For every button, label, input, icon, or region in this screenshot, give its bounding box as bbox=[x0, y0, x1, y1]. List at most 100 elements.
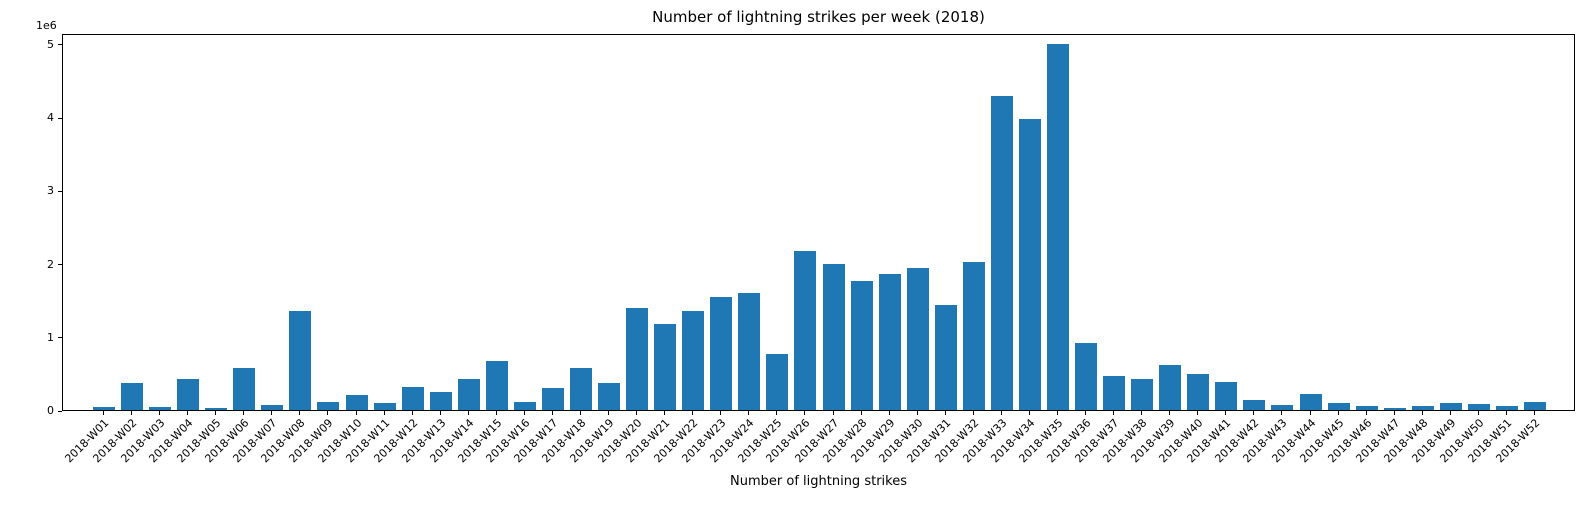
x-tick-mark bbox=[271, 411, 273, 415]
bar bbox=[345, 395, 368, 410]
bar bbox=[850, 281, 873, 410]
x-tick-mark bbox=[748, 411, 750, 415]
y-tick-label: 2 bbox=[47, 257, 54, 271]
bar bbox=[1439, 403, 1462, 410]
x-tick-mark bbox=[580, 411, 581, 415]
bar bbox=[822, 263, 845, 410]
bar bbox=[1103, 376, 1126, 410]
y-tick-mark bbox=[58, 410, 62, 412]
x-tick-mark bbox=[1141, 411, 1143, 415]
chart-figure: Number of lightning strikes per week (20… bbox=[36, 8, 1575, 489]
x-tick-mark bbox=[1534, 411, 1535, 415]
bar bbox=[1355, 406, 1378, 410]
bar bbox=[401, 386, 424, 410]
x-tick-mark bbox=[636, 411, 638, 415]
bar bbox=[93, 407, 115, 410]
bar bbox=[513, 401, 536, 410]
y-tick-mark bbox=[58, 190, 62, 192]
bar bbox=[149, 407, 172, 410]
x-tick-mark bbox=[1057, 411, 1058, 415]
x-tick-mark bbox=[664, 411, 666, 415]
bar bbox=[1524, 401, 1546, 410]
bar bbox=[261, 404, 284, 410]
x-tick-mark bbox=[1113, 411, 1115, 415]
x-tick-mark bbox=[1000, 411, 1002, 415]
bar bbox=[1327, 402, 1350, 410]
x-tick-mark bbox=[439, 411, 441, 415]
x-tick-mark bbox=[1421, 411, 1423, 415]
x-tick-mark bbox=[944, 411, 946, 415]
y-tick-mark bbox=[58, 264, 62, 266]
x-tick-mark bbox=[608, 411, 610, 415]
bar bbox=[121, 382, 144, 410]
bar bbox=[654, 324, 677, 410]
x-tick-mark bbox=[103, 411, 104, 415]
x-tick-mark bbox=[860, 411, 862, 415]
x-tick-mark bbox=[1225, 411, 1227, 415]
x-tick-mark bbox=[1477, 411, 1479, 415]
bar bbox=[205, 407, 228, 410]
x-tick-mark bbox=[383, 411, 385, 415]
x-tick-mark bbox=[159, 411, 161, 415]
x-tick-mark bbox=[804, 411, 806, 415]
chart-title: Number of lightning strikes per week (20… bbox=[652, 8, 985, 26]
bar bbox=[766, 354, 789, 410]
x-tick-mark bbox=[1197, 411, 1199, 415]
x-tick-mark bbox=[692, 411, 694, 415]
bar bbox=[1047, 44, 1069, 410]
x-tick-mark bbox=[888, 411, 890, 415]
bar bbox=[682, 311, 705, 410]
bar bbox=[906, 268, 929, 410]
bar bbox=[570, 368, 592, 410]
x-tick-mark bbox=[495, 411, 497, 415]
bar bbox=[794, 251, 817, 410]
y-tick-mark bbox=[58, 337, 62, 339]
bar bbox=[1215, 382, 1238, 410]
bar bbox=[429, 392, 452, 410]
bar bbox=[962, 262, 985, 410]
x-tick-mark bbox=[215, 411, 217, 415]
bar bbox=[1159, 365, 1182, 410]
y-axis-offset-label: 1e6 bbox=[36, 19, 57, 32]
y-tick-mark bbox=[58, 44, 62, 46]
x-tick-mark bbox=[1393, 411, 1395, 415]
bar bbox=[289, 311, 312, 410]
x-axis-label: Number of lightning strikes bbox=[730, 474, 907, 489]
bar bbox=[1075, 343, 1098, 410]
bar bbox=[1187, 374, 1210, 410]
bar bbox=[878, 273, 901, 410]
bar bbox=[1271, 404, 1294, 410]
x-tick-mark bbox=[187, 411, 189, 415]
bar bbox=[1299, 393, 1322, 410]
y-tick-label: 5 bbox=[47, 37, 54, 51]
bar bbox=[1131, 379, 1154, 410]
bar bbox=[373, 402, 396, 410]
x-tick-mark bbox=[1337, 411, 1339, 415]
plot-area bbox=[62, 34, 1575, 411]
x-tick-mark bbox=[551, 411, 553, 415]
x-tick-mark bbox=[972, 411, 974, 415]
x-tick-mark bbox=[467, 411, 469, 415]
bar bbox=[541, 388, 564, 410]
x-tick-mark bbox=[1505, 411, 1507, 415]
bar bbox=[990, 96, 1013, 410]
x-tick-mark bbox=[131, 411, 133, 415]
x-tick-mark bbox=[776, 411, 778, 415]
y-tick-label: 4 bbox=[47, 111, 54, 125]
bar bbox=[233, 368, 256, 410]
x-tick-mark bbox=[1028, 411, 1030, 415]
bar bbox=[317, 401, 340, 410]
y-tick-label: 1 bbox=[47, 330, 54, 344]
bar bbox=[1383, 407, 1406, 410]
bar bbox=[1018, 118, 1041, 410]
bar bbox=[1467, 404, 1490, 410]
x-tick-mark bbox=[355, 411, 357, 415]
bar bbox=[626, 307, 649, 410]
bar bbox=[598, 382, 621, 410]
bar bbox=[485, 361, 508, 410]
x-tick-mark bbox=[299, 411, 301, 415]
x-tick-mark bbox=[523, 411, 525, 415]
x-tick-mark bbox=[1253, 411, 1255, 415]
y-tick-label: 3 bbox=[47, 184, 54, 198]
bar bbox=[1495, 406, 1518, 410]
